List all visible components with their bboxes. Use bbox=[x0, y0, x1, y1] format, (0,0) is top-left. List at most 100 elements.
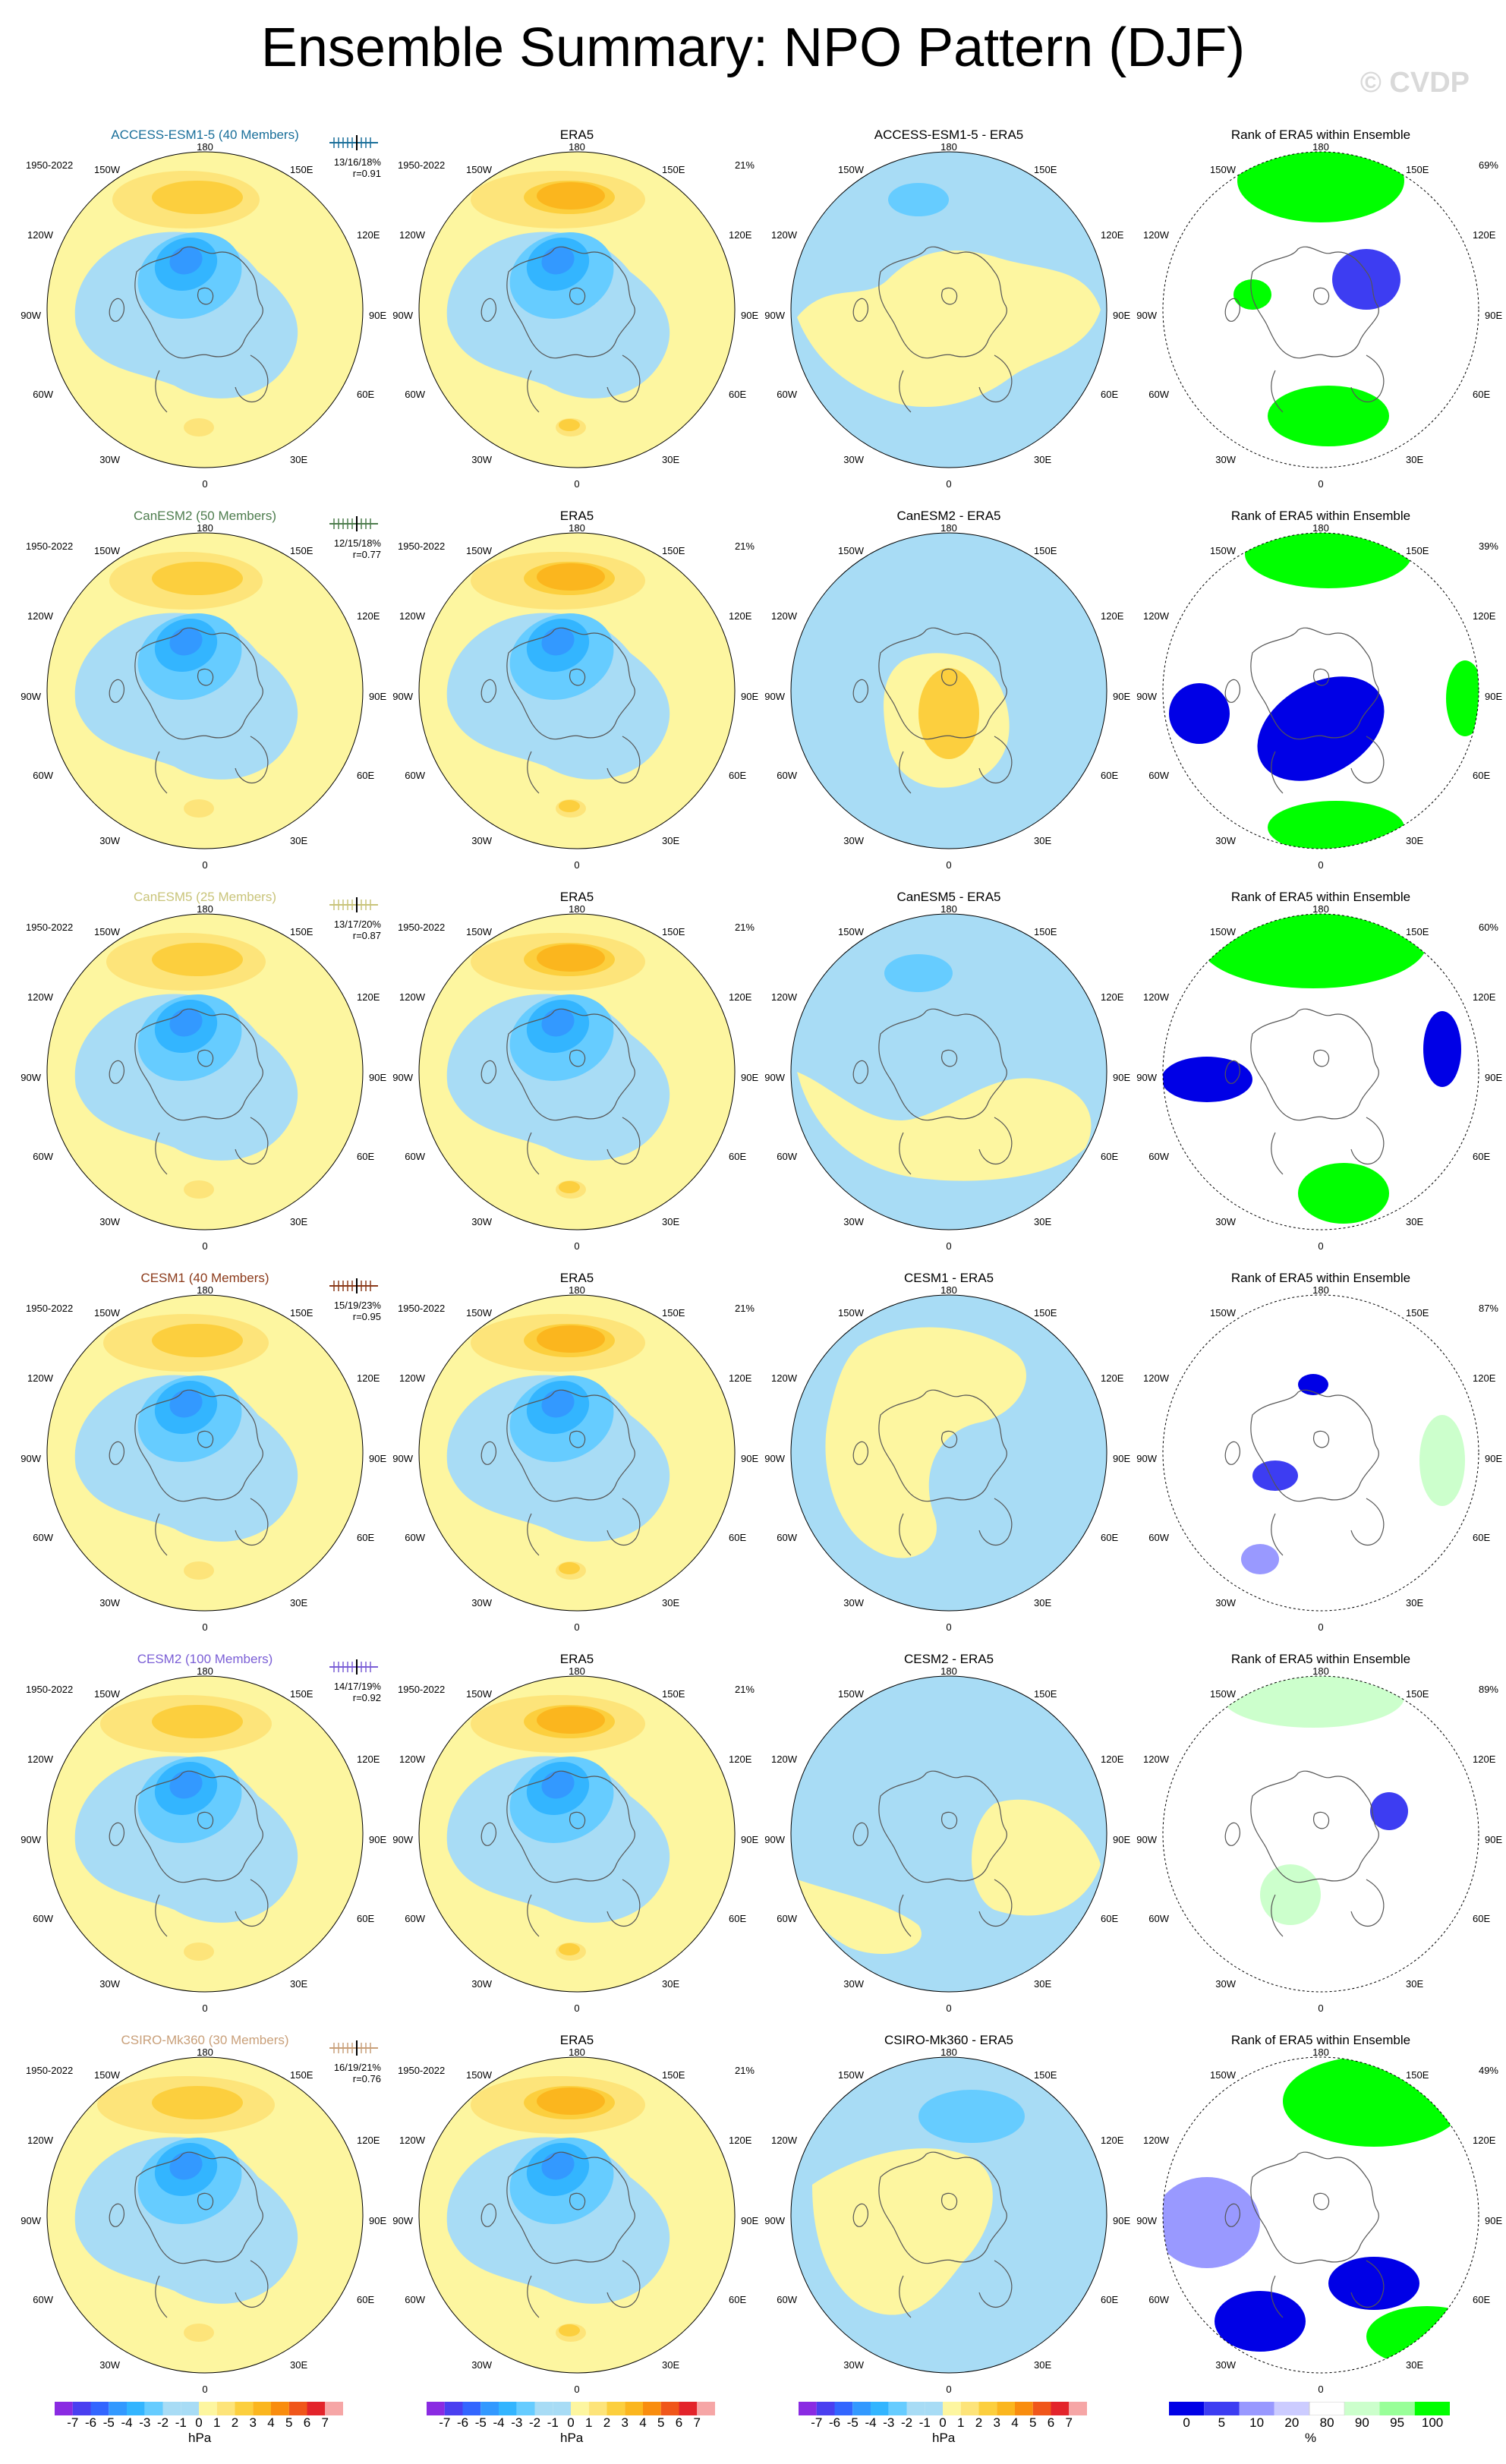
lon-label-l3: 60W bbox=[405, 2294, 425, 2305]
lon-label-tr: 150E bbox=[290, 926, 313, 937]
colorbar-tick-label: -1 bbox=[918, 2415, 931, 2430]
lon-label-r1: 120E bbox=[1473, 1372, 1496, 1384]
lon-label-r2: 90E bbox=[1485, 1072, 1502, 1083]
polar-boundary bbox=[46, 532, 364, 849]
lon-label-l1: 120W bbox=[1143, 2135, 1170, 2146]
lon-label-top: 180 bbox=[197, 2047, 213, 2058]
lon-label-bottom: 0 bbox=[574, 1621, 579, 1633]
lon-label-top: 180 bbox=[197, 1284, 213, 1296]
lon-label-r2: 90E bbox=[1113, 2215, 1130, 2226]
pattern-correlation: r=0.76 bbox=[352, 2073, 381, 2084]
colorbar-tick-label: 4 bbox=[1011, 2415, 1019, 2430]
lon-label-bl: 30W bbox=[1215, 2359, 1236, 2371]
colorbar-tick-label: 5 bbox=[1218, 2415, 1226, 2430]
lon-label-top: 180 bbox=[197, 903, 213, 915]
pattern-correlation: r=0.95 bbox=[352, 1311, 381, 1322]
lon-label-r3: 60E bbox=[729, 2294, 746, 2305]
lon-label-tl: 150W bbox=[1210, 1688, 1237, 1700]
era5-map: 180 150E 120E 90E 60E 30E 0 30W 60W 90W 120W 150W bbox=[392, 1284, 758, 1633]
lon-label-tl: 150W bbox=[838, 164, 865, 175]
lon-label-top: 180 bbox=[1312, 1284, 1329, 1296]
polar-boundary bbox=[46, 2056, 364, 2374]
coastlines bbox=[852, 627, 1013, 794]
diff-map: 180 150E 120E 90E 60E 30E 0 30W 60W 90W 120W 150W bbox=[764, 2047, 1130, 2395]
lon-label-l3: 60W bbox=[33, 770, 53, 781]
colorbar-tick-label: 4 bbox=[639, 2415, 647, 2430]
rank-pct: 69% bbox=[1478, 159, 1498, 171]
lon-label-top: 180 bbox=[197, 1665, 213, 1677]
colorbar-tick-label: -3 bbox=[511, 2415, 523, 2430]
colorbar-swatch bbox=[325, 2402, 343, 2415]
lon-label-l1: 120W bbox=[1143, 991, 1170, 1003]
lon-label-l2: 90W bbox=[392, 691, 413, 702]
rank-map: 180 150E 120E 90E 60E 30E 0 30W 60W 90W 120W 150W bbox=[1136, 1665, 1502, 2014]
colorbar-swatch bbox=[553, 2402, 571, 2415]
pct-variance-stats: 13/17/20% r=0.87 bbox=[334, 918, 381, 941]
lon-label-tr: 150E bbox=[290, 164, 313, 175]
rank-map: 180 150E 120E 90E 60E 30E 0 30W 60W 90W 120W 150W bbox=[1136, 141, 1502, 490]
lon-label-top: 180 bbox=[940, 903, 957, 915]
period-label: 1950-2022 bbox=[26, 922, 74, 933]
lon-label-bl: 30W bbox=[843, 835, 864, 846]
lon-label-l2: 90W bbox=[764, 691, 785, 702]
panel-title: CanESM2 - ERA5 bbox=[896, 509, 1001, 523]
rank-map: 180 150E 120E 90E 60E 30E 0 30W 60W 90W 120W 150W bbox=[1136, 903, 1502, 1252]
colorbar-tick-label: -4 bbox=[121, 2415, 133, 2430]
lon-label-l3: 60W bbox=[405, 1913, 425, 1924]
lon-label-top: 180 bbox=[940, 2047, 957, 2058]
lon-label-r3: 60E bbox=[1101, 770, 1118, 781]
colorbar-tick-label: 6 bbox=[303, 2415, 311, 2430]
colorbar-swatch bbox=[571, 2402, 589, 2415]
pattern-correlation: r=0.77 bbox=[352, 549, 381, 560]
panel-title: ERA5 bbox=[559, 1271, 594, 1285]
lon-label-br: 30E bbox=[1034, 2359, 1051, 2371]
lon-label-l3: 60W bbox=[777, 1151, 797, 1162]
lon-label-bottom: 0 bbox=[574, 2002, 579, 2014]
colorbar-tick-label: 80 bbox=[1319, 2415, 1334, 2430]
colorbar-tick-label: -6 bbox=[84, 2415, 97, 2430]
colorbar-swatch bbox=[444, 2402, 463, 2415]
lon-label-l2: 90W bbox=[1136, 2215, 1157, 2226]
lon-label-l1: 120W bbox=[399, 610, 426, 622]
coastlines bbox=[480, 1008, 641, 1175]
lon-label-r2: 90E bbox=[741, 691, 758, 702]
lon-label-l2: 90W bbox=[1136, 1834, 1157, 1845]
period-label: 1950-2022 bbox=[398, 1684, 446, 1695]
lon-label-l3: 60W bbox=[405, 1151, 425, 1162]
colorbar-tick-label: -1 bbox=[175, 2415, 187, 2430]
period-label: 1950-2022 bbox=[398, 159, 446, 171]
colorbar-tick-label: 20 bbox=[1284, 2415, 1300, 2430]
colorbar-unit: hPa bbox=[932, 2431, 956, 2445]
colorbar-swatch bbox=[1344, 2402, 1380, 2415]
lon-label-top: 180 bbox=[197, 522, 213, 534]
colorbar-unit: hPa bbox=[188, 2431, 212, 2445]
lon-label-bl: 30W bbox=[471, 2359, 492, 2371]
lon-label-l1: 120W bbox=[399, 2135, 426, 2146]
member-spread-icon bbox=[329, 1278, 378, 1293]
lon-label-l3: 60W bbox=[33, 1913, 53, 1924]
colorbar-swatch bbox=[660, 2402, 679, 2415]
polar-boundary bbox=[46, 1675, 364, 1993]
lon-label-tr: 150E bbox=[1406, 1688, 1429, 1700]
era5-map: 180 150E 120E 90E 60E 30E 0 30W 60W 90W 120W 150W bbox=[392, 2047, 758, 2395]
lon-label-r3: 60E bbox=[1101, 389, 1118, 400]
lon-label-tr: 150E bbox=[290, 1688, 313, 1700]
lon-label-tl: 150W bbox=[1210, 164, 1237, 175]
colorbar-unit: hPa bbox=[560, 2431, 584, 2445]
lon-label-r3: 60E bbox=[729, 389, 746, 400]
colorbar-swatch bbox=[1069, 2402, 1087, 2415]
lon-label-l3: 60W bbox=[777, 1913, 797, 1924]
lon-label-tr: 150E bbox=[662, 164, 685, 175]
coastlines bbox=[480, 2151, 641, 2318]
coastlines bbox=[1224, 1008, 1385, 1175]
coastlines bbox=[480, 246, 641, 413]
lon-label-l2: 90W bbox=[20, 1072, 41, 1083]
lon-label-tr: 150E bbox=[1034, 164, 1057, 175]
colorbar-tick-label: 0 bbox=[195, 2415, 203, 2430]
lon-label-bottom: 0 bbox=[1318, 2384, 1323, 2395]
model-panel: 180 150E 120E 90E 60E 30E 0 30W 60W 90W 120W 150W CS… bbox=[20, 2033, 387, 2397]
lon-label-bottom: 0 bbox=[946, 478, 951, 490]
lon-label-bl: 30W bbox=[471, 1216, 492, 1227]
rank-panel: 180 150E 120E 90E 60E 30E 0 30W 60W 90W 120W 150W Ra… bbox=[1136, 509, 1503, 873]
polar-boundary bbox=[790, 1675, 1107, 1993]
